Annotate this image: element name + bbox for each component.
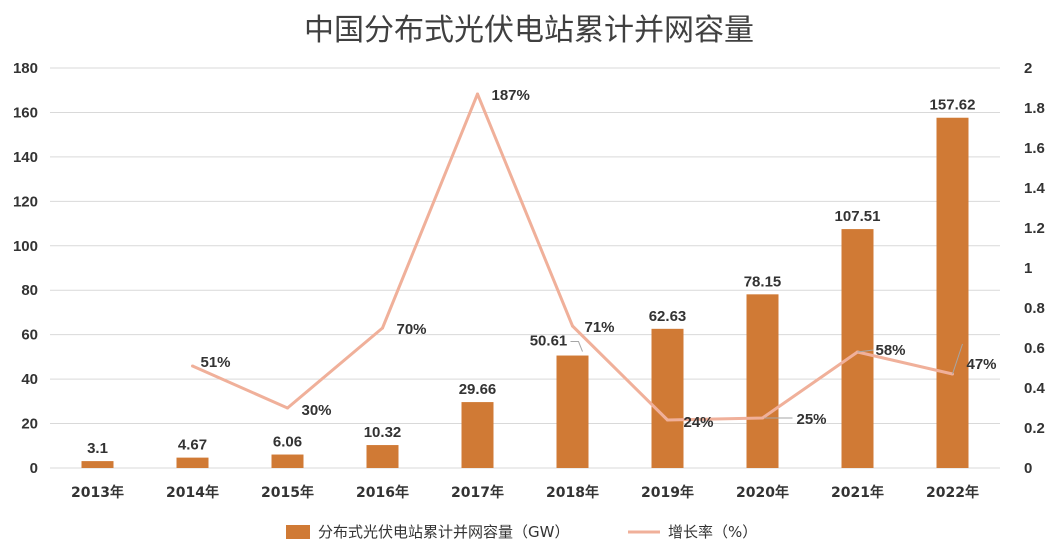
right-tick-label: 1.8 [1024,100,1045,117]
right-axis: 0 0.2 0.4 0.6 0.8 1 1.2 1.4 1.6 1.8 2 [1024,60,1046,477]
legend-swatch-capacity [286,525,310,539]
bar-value-label: 3.1 [87,440,108,457]
growth-value-label: 71% [585,319,615,336]
left-tick-label: 140 [13,149,38,166]
x-axis: 2013年 2014年 2015年 2016年 2017年 2018年 2019年 2020年… [71,484,979,501]
right-tick-label: 1.4 [1024,180,1046,197]
x-tick-label: 2020年 [736,484,789,501]
bar-value-label: 10.32 [364,424,402,441]
growth-value-label: 24% [684,414,714,431]
growth-point [761,416,764,420]
left-tick-label: 120 [13,193,38,210]
right-tick-label: 0.8 [1024,300,1045,317]
bar [556,355,589,468]
bar-labels: 3.1 4.67 6.06 10.32 29.66 50.61 62.63 78.15 107.… [87,97,975,457]
left-tick-label: 20 [21,416,38,433]
left-axis: 0 20 40 60 80 100 120 140 160 180 [13,60,38,477]
growth-point [571,324,574,328]
left-tick-label: 60 [21,327,38,344]
bar [746,294,779,468]
bar-value-label: 157.62 [930,97,976,114]
bar [366,445,399,468]
growth-point [286,406,289,410]
leader-line [857,349,874,353]
right-tick-label: 1 [1024,260,1032,277]
x-tick-label: 2021年 [831,484,884,501]
bar-value-label: 4.67 [178,437,207,454]
line-labels: 51% 30% 70% 187% 71% 24% 25% 58% 47% [201,87,997,431]
bar [936,117,969,468]
bar [176,457,209,468]
bar [81,461,114,468]
bar [461,402,494,468]
growth-point [191,364,194,368]
growth-value-label: 70% [397,321,427,338]
bar-series [81,117,969,468]
left-tick-label: 100 [13,238,38,255]
bar-value-label: 62.63 [649,308,687,325]
bar [651,328,684,468]
x-tick-label: 2013年 [71,484,124,501]
legend-label-capacity: 分布式光伏电站累计并网容量（GW） [318,523,569,541]
bar [271,454,304,468]
left-tick-label: 160 [13,104,38,121]
bar [841,229,874,468]
bar-value-label: 107.51 [835,208,881,225]
right-tick-label: 2 [1024,60,1032,77]
x-tick-label: 2016年 [356,484,409,501]
growth-point [381,326,384,330]
bar-value-label: 78.15 [744,273,782,290]
bar-value-label: 6.06 [273,434,302,451]
x-tick-label: 2018年 [546,484,599,501]
right-tick-label: 0 [1024,460,1032,477]
growth-value-label: 30% [302,402,332,419]
growth-value-label: 58% [876,342,906,359]
bar-value-label: 29.66 [459,381,497,398]
left-tick-label: 40 [21,371,38,388]
legend-label-growth: 增长率（%） [668,523,757,541]
right-tick-label: 0.2 [1024,420,1045,437]
left-tick-label: 80 [21,282,38,299]
right-tick-label: 1.6 [1024,140,1045,157]
bar-value-label: 50.61 [530,333,568,350]
x-tick-label: 2014年 [166,484,219,501]
left-tick-label: 0 [30,460,38,477]
legend: 分布式光伏电站累计并网容量（GW） 增长率（%） [286,523,757,541]
x-tick-label: 2019年 [641,484,694,501]
x-tick-label: 2017年 [451,484,504,501]
growth-value-label: 51% [201,354,231,371]
growth-point [476,92,479,96]
gridlines [50,67,1000,469]
chart-title: 中国分布式光伏电站累计并网容量 [304,13,754,48]
growth-value-label: 47% [967,356,997,373]
right-tick-label: 0.6 [1024,340,1045,357]
right-tick-label: 1.2 [1024,220,1045,237]
x-tick-label: 2015年 [261,484,314,501]
leader-line [570,341,583,352]
growth-point [666,418,669,422]
growth-value-label: 187% [492,87,530,104]
leader-line [952,343,963,375]
right-tick-label: 0.4 [1024,380,1046,397]
x-tick-label: 2022年 [926,484,979,501]
left-tick-label: 180 [13,60,38,77]
growth-value-label: 25% [797,411,827,428]
